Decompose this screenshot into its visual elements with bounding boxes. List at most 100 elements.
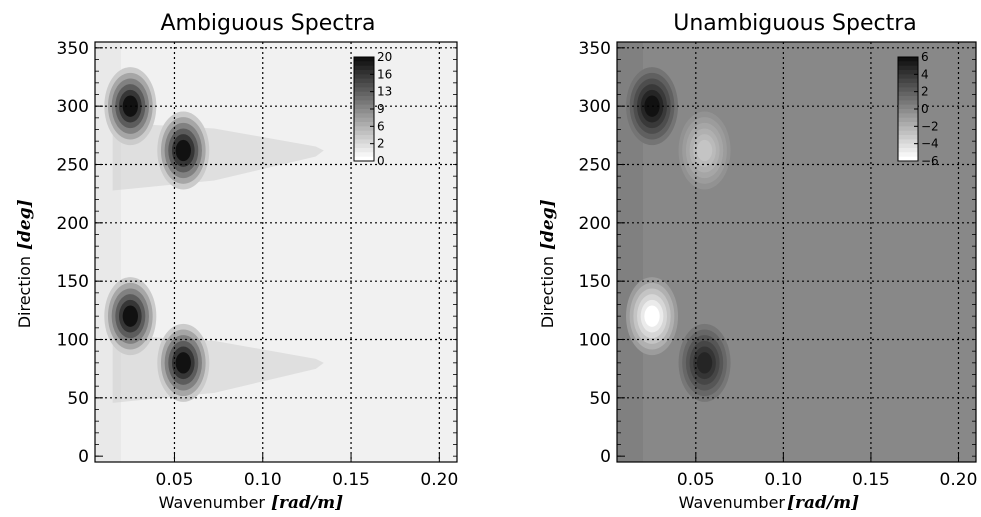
- plot-frame: [94, 41, 458, 463]
- colorbar-band: [898, 122, 918, 127]
- colorbar-band: [898, 61, 918, 67]
- plot-frame: [616, 41, 977, 463]
- colorbar-band: [354, 139, 374, 145]
- grid-lines: [617, 42, 976, 462]
- colorbar-tick-label: 13: [377, 85, 392, 99]
- colorbar-band: [354, 78, 374, 84]
- colorbar-band: [898, 100, 918, 106]
- colorbar-tick-label: −4: [921, 137, 939, 151]
- y-tick-label: 300: [579, 97, 611, 117]
- x-axis-label: Wavenumber: [679, 493, 786, 512]
- x-tick-label: 0.20: [420, 470, 458, 490]
- colorbar-band: [898, 148, 918, 153]
- y-tick-label: 100: [57, 331, 89, 351]
- y-tick-label: 350: [579, 39, 611, 59]
- colorbar-band: [898, 104, 918, 110]
- colorbar-band: [354, 130, 374, 136]
- y-tick-label: 250: [57, 156, 89, 176]
- colorbar-band: [354, 104, 374, 110]
- colorbar-band: [354, 126, 374, 132]
- x-tick-label: 0.10: [244, 470, 282, 490]
- colorbar-band: [354, 122, 374, 127]
- colorbar-band: [898, 126, 918, 132]
- colorbar-band: [898, 109, 918, 114]
- colorbar-band: [354, 109, 374, 114]
- x-tick-label: 0.05: [156, 470, 194, 490]
- plot-area: [95, 42, 457, 462]
- colorbar-band: [898, 152, 918, 158]
- colorbar-band: [898, 83, 918, 88]
- y-tick-label: 150: [579, 272, 611, 292]
- colorbar-band: [898, 57, 918, 62]
- y-axis-label: Direction: [538, 256, 557, 328]
- colorbar-band: [354, 83, 374, 88]
- colorbar-tick-label: 9: [377, 102, 385, 116]
- y-tick-label: 100: [579, 331, 611, 351]
- colorbar-band: [354, 135, 374, 140]
- y-tick-label: 200: [57, 214, 89, 234]
- y-tick-label: 50: [589, 389, 611, 409]
- spectral-peak-contour: [122, 305, 138, 327]
- x-axis-label: Wavenumber: [159, 493, 266, 512]
- colorbar-tick-label: 16: [377, 67, 392, 81]
- colorbar-band: [898, 135, 918, 140]
- spectral-peak-contour: [696, 139, 713, 162]
- colorbar-tick-label: 0: [377, 154, 385, 168]
- colorbar-band: [354, 61, 374, 67]
- colorbar-band: [898, 113, 918, 119]
- colorbar-tick-label: 20: [377, 50, 392, 64]
- grid-lines: [95, 42, 457, 462]
- y-tick-label: 250: [579, 156, 611, 176]
- x-tick-label: 0.20: [940, 470, 978, 490]
- colorbar-band: [898, 87, 918, 93]
- colorbar-tick-label: 2: [921, 85, 929, 99]
- colorbar-tick-label: 6: [377, 119, 385, 133]
- colorbar-band: [898, 139, 918, 145]
- colorbar-band: [898, 130, 918, 136]
- colorbar-band: [898, 78, 918, 84]
- colorbar-band: [354, 96, 374, 101]
- colorbar-band: [354, 117, 374, 123]
- colorbar-tick-label: 6: [921, 50, 929, 64]
- spectral-peak-contour: [696, 352, 713, 374]
- chart-title: Ambiguous Spectra: [160, 11, 375, 36]
- colorbar-band: [354, 74, 374, 80]
- spectral-peak-contour: [644, 305, 660, 327]
- y-axis-unit: [deg]: [538, 199, 558, 250]
- colorbar-band: [354, 91, 374, 97]
- colorbar: 6 4 2 0 −2 −4 −6: [897, 50, 939, 168]
- y-tick-label: 300: [57, 97, 89, 117]
- colorbar-band: [354, 87, 374, 93]
- colorbar-band: [898, 96, 918, 101]
- colorbar-band: [898, 156, 918, 162]
- axis-ticks: 0.05 0.10 0.15 0.20 0 50 100 150 200 250 300 350: [579, 39, 978, 490]
- colorbar-tick-label: −2: [921, 119, 939, 133]
- unambiguous-spectra-chart: Unambiguous Spectra 0.05 0.10 0.15 0.20 0 50 1…: [538, 11, 977, 513]
- colorbar-band: [898, 74, 918, 80]
- colorbar-band: [354, 100, 374, 106]
- colorbar-band: [898, 117, 918, 123]
- colorbar-tick-label: −6: [921, 154, 939, 168]
- colorbar-band: [354, 148, 374, 153]
- colorbar-band: [898, 70, 918, 75]
- y-axis-unit: [deg]: [15, 199, 35, 250]
- colorbar-band: [354, 57, 374, 62]
- colorbar-band: [898, 65, 918, 71]
- ambiguous-spectra-chart: Ambiguous Spectra 0.05 0.10 0.15 0.20 0 50 100…: [15, 11, 458, 513]
- y-axis-label: Direction: [15, 256, 34, 328]
- y-tick-label: 0: [600, 447, 611, 467]
- y-tick-label: 50: [67, 389, 89, 409]
- colorbar-band: [354, 156, 374, 162]
- y-tick-label: 0: [78, 447, 89, 467]
- x-tick-label: 0.10: [764, 470, 802, 490]
- x-axis-unit: [rad/m]: [271, 493, 343, 513]
- x-tick-label: 0.15: [852, 470, 890, 490]
- colorbar-band: [354, 113, 374, 119]
- y-tick-label: 200: [579, 214, 611, 234]
- x-axis-unit: [rad/m]: [787, 493, 859, 513]
- x-tick-label: 0.05: [677, 470, 715, 490]
- spectral-peak-contour: [175, 352, 191, 374]
